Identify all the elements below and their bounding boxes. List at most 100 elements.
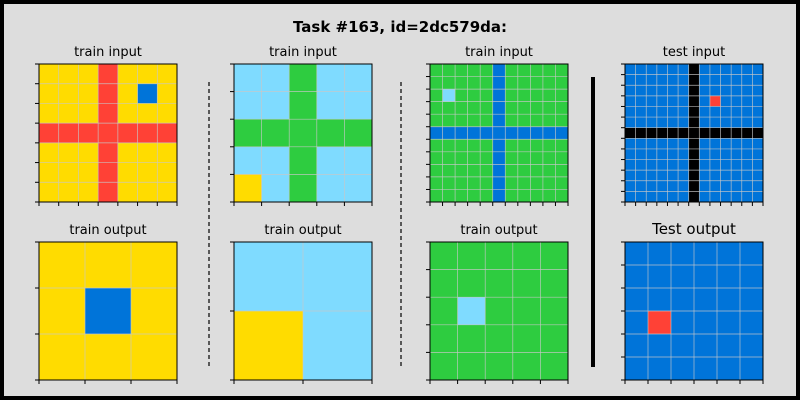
- grid-cell: [289, 92, 317, 120]
- panel-1: train input: [35, 45, 177, 206]
- grid-cell: [543, 127, 556, 140]
- grid-cell: [138, 123, 158, 143]
- grid-cell: [138, 84, 158, 104]
- grid-cell: [721, 106, 732, 117]
- grid-cell: [262, 147, 290, 175]
- grid-cell: [303, 242, 372, 311]
- grid-cell: [742, 191, 753, 202]
- grid-cell: [694, 242, 717, 265]
- grid-cell: [78, 84, 98, 104]
- grid-cell: [710, 191, 721, 202]
- grid-cell: [98, 123, 118, 143]
- grid-cell: [455, 139, 468, 152]
- grid-cell: [555, 114, 568, 127]
- grid-cell: [671, 311, 694, 334]
- grid-cell: [480, 152, 493, 165]
- grid-cell: [625, 357, 648, 380]
- grid-cell: [430, 177, 443, 190]
- grid-cell: [455, 114, 468, 127]
- grid-cell: [742, 117, 753, 128]
- grid-cell: [752, 96, 763, 107]
- grid-cell: [657, 96, 668, 107]
- grid-cell: [646, 160, 657, 171]
- grid-cell: [480, 114, 493, 127]
- grid-cell: [555, 164, 568, 177]
- grid-cell: [543, 177, 556, 190]
- grid-cell: [717, 265, 740, 288]
- grid-cell: [657, 64, 668, 75]
- grid-cell: [138, 103, 158, 123]
- grid-cell: [157, 123, 177, 143]
- grid-cell: [530, 64, 543, 77]
- grid-cell: [39, 123, 59, 143]
- grid-cell: [678, 149, 689, 160]
- grid-cell: [78, 64, 98, 84]
- grid-cell: [636, 106, 647, 117]
- grid-cell: [636, 138, 647, 149]
- grid-cell: [667, 64, 678, 75]
- grid-cell: [710, 85, 721, 96]
- grid-cell: [648, 288, 671, 311]
- grid-cell: [59, 84, 79, 104]
- grid-cell: [636, 96, 647, 107]
- grid-cell: [625, 311, 648, 334]
- grid-cell: [740, 334, 763, 357]
- grid-cell: [699, 96, 710, 107]
- panel-label: train input: [465, 45, 533, 60]
- grid-cell: [344, 147, 372, 175]
- panel-label: train output: [264, 223, 341, 238]
- grid-cell: [742, 170, 753, 181]
- grid-cell: [430, 270, 458, 298]
- grid-cell: [625, 128, 636, 139]
- grid-cell: [131, 334, 177, 380]
- grid-cell: [694, 311, 717, 334]
- grid-cell: [648, 311, 671, 334]
- grid-cell: [648, 334, 671, 357]
- panel-label: train input: [74, 45, 142, 60]
- grid-cell: [625, 85, 636, 96]
- panel-7: train output: [426, 223, 568, 384]
- grid-cell: [458, 270, 486, 298]
- grid-cell: [59, 163, 79, 183]
- grid-cell: [742, 96, 753, 107]
- grid-cell: [646, 138, 657, 149]
- grid-cell: [430, 139, 443, 152]
- grid-cell: [555, 177, 568, 190]
- grid-cell: [731, 85, 742, 96]
- grid-cell: [530, 127, 543, 140]
- grid-cell: [344, 174, 372, 202]
- grid-cell: [262, 64, 290, 92]
- grid-cell: [317, 92, 345, 120]
- grid-cell: [721, 149, 732, 160]
- grid-cell: [493, 114, 506, 127]
- grid-cell: [689, 191, 700, 202]
- grid-cell: [646, 64, 657, 75]
- grid-cell: [636, 160, 647, 171]
- grid-cell: [721, 128, 732, 139]
- grid-cell: [699, 106, 710, 117]
- grid-cell: [625, 242, 648, 265]
- grid-cell: [636, 64, 647, 75]
- grid-cell: [721, 96, 732, 107]
- grid-cell: [118, 123, 138, 143]
- grid-cell: [636, 85, 647, 96]
- grid-cell: [518, 189, 531, 202]
- grid-cell: [543, 64, 556, 77]
- grid-cell: [731, 138, 742, 149]
- grid-cell: [694, 334, 717, 357]
- grid-cell: [518, 64, 531, 77]
- grid-cell: [157, 64, 177, 84]
- grid-cell: [480, 89, 493, 102]
- grid-cell: [59, 64, 79, 84]
- grid-cell: [646, 106, 657, 117]
- grid-cell: [505, 177, 518, 190]
- grid-cell: [710, 128, 721, 139]
- grid-cell: [555, 77, 568, 90]
- grid-cell: [646, 149, 657, 160]
- grid-cell: [443, 164, 456, 177]
- grid-cell: [752, 64, 763, 75]
- grid-cell: [555, 152, 568, 165]
- grid-cell: [118, 182, 138, 202]
- grid-cell: [657, 128, 668, 139]
- grid-cell: [742, 160, 753, 171]
